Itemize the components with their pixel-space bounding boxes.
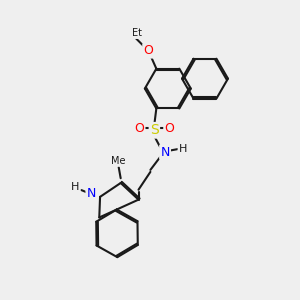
Text: N: N	[87, 187, 96, 200]
Text: N: N	[160, 146, 170, 159]
Text: S: S	[150, 123, 159, 137]
Text: Me: Me	[111, 156, 126, 166]
Text: H: H	[179, 144, 187, 154]
Text: H: H	[71, 182, 79, 192]
Text: O: O	[164, 122, 174, 135]
Text: O: O	[134, 122, 144, 135]
Text: Et: Et	[131, 28, 142, 38]
Text: O: O	[143, 44, 153, 57]
